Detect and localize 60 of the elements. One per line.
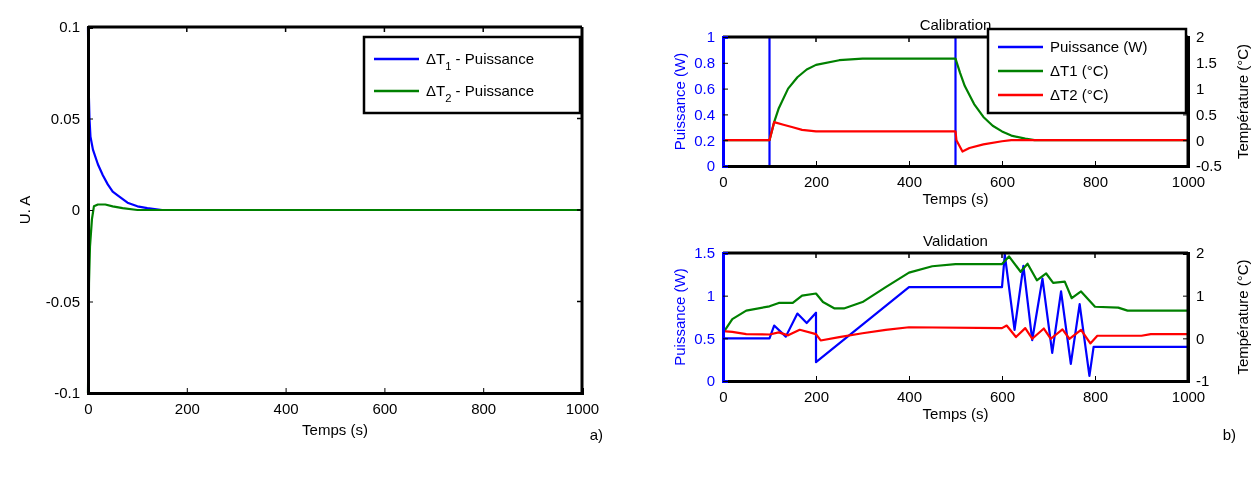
y-tick-label: -0.1 — [54, 384, 80, 402]
y-tick-label: 0.2 — [694, 131, 715, 149]
y-tick-label: 0.8 — [694, 54, 715, 72]
x-tick-label: 200 — [803, 387, 830, 405]
y2-tick-label: 0 — [1196, 329, 1205, 347]
y-axis-title: Puissance (W) — [671, 268, 688, 366]
x-tick-label: 0 — [84, 399, 93, 417]
x-tick-label: 600 — [989, 172, 1016, 190]
y-tick-label: -0.05 — [45, 292, 80, 310]
y-tick-label: 0 — [706, 372, 715, 390]
y2-tick-label: 0 — [1196, 131, 1205, 149]
y2-tick-label: 2 — [1196, 244, 1205, 262]
x-tick-label: 200 — [174, 399, 200, 417]
text: b) — [1222, 426, 1236, 443]
y2-tick-label: 0.5 — [1196, 105, 1217, 123]
y-tick-label: 1 — [706, 28, 715, 46]
x-tick-label: 0 — [719, 387, 728, 405]
y-tick-label: 0.5 — [694, 329, 715, 347]
y-axis-title: U. A — [16, 195, 33, 225]
y2-tick-label: 1.5 — [1196, 54, 1217, 72]
x-axis-title: Temps (s) — [922, 190, 989, 207]
y-tick-label: 0 — [71, 201, 80, 219]
x-tick-label: 1000 — [1171, 172, 1206, 190]
x-tick-label: 800 — [1082, 172, 1109, 190]
legend-label: ΔT2 (°C) — [1050, 86, 1109, 104]
y-axis-title: Puissance (W) — [671, 52, 688, 151]
y2-tick-label: -1 — [1196, 372, 1210, 390]
x-axis-title: Temps (s) — [922, 405, 989, 422]
y2-axis-title: Température (°C) — [1234, 43, 1252, 160]
x-tick-label: 1000 — [1171, 387, 1206, 405]
x-tick-label: 1000 — [565, 399, 600, 417]
y-tick-label: 0.1 — [59, 18, 80, 36]
x-tick-label: 400 — [273, 399, 299, 417]
x-tick-label: 0 — [719, 172, 728, 190]
x-tick-label: 800 — [1082, 387, 1109, 405]
x-tick-label: 400 — [896, 387, 923, 405]
x-axis-title: Temps (s) — [302, 421, 368, 438]
x-tick-label: 800 — [471, 399, 497, 417]
y-tick-label: 0.05 — [50, 109, 80, 127]
x-tick-label: 400 — [896, 172, 923, 190]
y2-tick-label: -0.5 — [1196, 157, 1222, 175]
x-tick-label: 600 — [372, 399, 398, 417]
legend-label: ΔT$_{1}$ - Puissance — [426, 50, 534, 73]
y-tick-label: 0.4 — [694, 105, 715, 123]
legend-label: Puissance (W) — [1050, 38, 1148, 56]
x-tick-label: 600 — [989, 387, 1016, 405]
text: a) — [589, 426, 603, 443]
chart-title: Calibration — [919, 16, 992, 33]
x-tick-label: 200 — [803, 172, 830, 190]
y-tick-label: 1.5 — [694, 244, 715, 262]
y2-tick-label: 2 — [1196, 28, 1205, 46]
y2-tick-label: 1 — [1196, 79, 1205, 97]
y-tick-label: 1 — [706, 286, 715, 304]
chart-title: Validation — [923, 232, 988, 249]
y-tick-label: 0.6 — [694, 79, 715, 97]
legend-label: ΔT$_{2}$ - Puissance — [426, 82, 534, 105]
legend-label: ΔT1 (°C) — [1050, 62, 1109, 80]
y2-axis-title: Température (°C) — [1234, 259, 1252, 375]
y-tick-label: 0 — [706, 157, 715, 175]
y2-tick-label: 1 — [1196, 286, 1205, 304]
